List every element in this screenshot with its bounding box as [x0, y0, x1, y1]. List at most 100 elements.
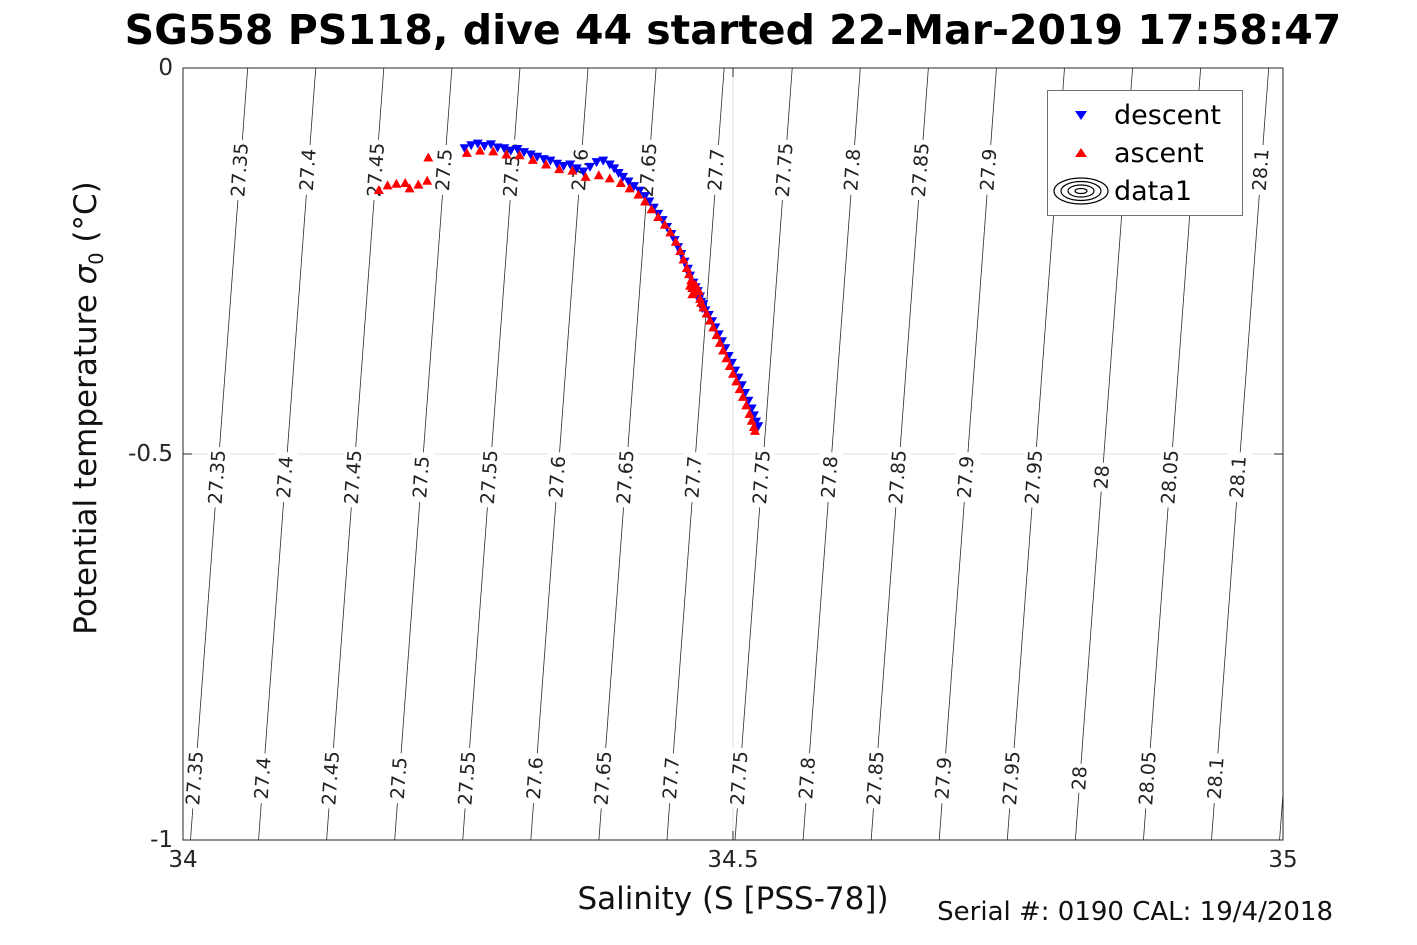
- ascent-point: [633, 189, 644, 199]
- contour-label-text: 27.8: [840, 148, 865, 192]
- contour-label-text: 27.8: [795, 756, 820, 800]
- ascent-point: [640, 196, 650, 206]
- contour-label: 28.1: [1248, 144, 1274, 196]
- legend-label-ascent: ascent: [1114, 137, 1204, 169]
- contour-label-text: 27.65: [591, 750, 617, 806]
- descent-point: [644, 197, 655, 207]
- ascent-point: [580, 171, 591, 181]
- contour-label: 27.35: [204, 446, 231, 509]
- contour-label-gap: [817, 451, 843, 503]
- ascent-point: [659, 219, 670, 229]
- contour-label: 28.05: [1157, 446, 1184, 509]
- contour-label: 28: [1090, 461, 1115, 493]
- contour-label-gap: [658, 752, 685, 804]
- contour-label: 27.55: [476, 446, 503, 509]
- ascent-point: [422, 175, 433, 185]
- contour-label: 27.8: [817, 451, 843, 503]
- descent-point: [545, 156, 556, 166]
- descent-point: [565, 160, 576, 170]
- legend: descent ascent data1: [1047, 90, 1243, 216]
- contour-label-text: 27.85: [908, 142, 934, 198]
- contour-label-gap: [476, 446, 503, 509]
- descent-point: [512, 145, 523, 155]
- contour-label-text: 27.45: [341, 449, 367, 505]
- contour-label: 27.75: [748, 446, 775, 509]
- descent-point: [479, 141, 490, 151]
- contour-label-gap: [250, 752, 276, 804]
- contour-label: 27.4: [272, 451, 299, 503]
- contour-label-text: 27.5: [409, 455, 434, 499]
- contour-label-gap: [363, 138, 390, 201]
- descent-point: [532, 152, 543, 162]
- ascent-point: [698, 302, 709, 312]
- contour-label-text: 27.5: [387, 756, 412, 800]
- ascent-point: [675, 245, 686, 255]
- contour-label: 27.95: [1021, 446, 1048, 509]
- legend-label-descent: descent: [1114, 99, 1221, 131]
- contour-label-text: 27.65: [613, 449, 639, 505]
- descent-point: [519, 148, 529, 158]
- descent-point: [499, 144, 510, 154]
- legend-label-data1: data1: [1114, 175, 1192, 207]
- ascent-point: [690, 279, 701, 289]
- legend-item-data1: data1: [1048, 172, 1242, 210]
- contour-label: 27.55: [454, 747, 481, 810]
- contour-label-text: 27.9: [931, 756, 956, 800]
- descent-point: [623, 177, 634, 187]
- descent-point: [571, 164, 582, 174]
- contour-label-text: 27.7: [659, 756, 684, 800]
- y-tick-label: -1: [150, 827, 173, 853]
- contour-label-gap: [681, 451, 707, 503]
- ascent-point: [527, 154, 538, 164]
- ascent-point: [541, 159, 551, 169]
- triangle-up-icon: [1075, 148, 1087, 157]
- contour-label-gap: [907, 138, 934, 201]
- legend-item-ascent: ascent: [1048, 134, 1242, 172]
- y-tick-label: 0: [158, 55, 173, 81]
- contour-label-text: 27.55: [477, 449, 503, 505]
- contour-label: 27.5: [386, 752, 412, 804]
- contour-label: 27.9: [953, 451, 979, 503]
- contour-label-text: 27.9: [976, 148, 1001, 192]
- contour-label-text: 28.1: [1226, 455, 1251, 499]
- ascent-point: [701, 308, 712, 318]
- ascent-point: [400, 178, 411, 188]
- ascent-point: [382, 180, 393, 190]
- contour-label-text: 28.1: [1204, 756, 1229, 800]
- contour-label: 28: [1067, 763, 1092, 794]
- contour-label-gap: [794, 752, 821, 804]
- contour-label-gap: [884, 446, 912, 509]
- contour-label-text: 27.85: [863, 750, 889, 806]
- chart-title: SG558 PS118, dive 44 started 22-Mar-2019…: [124, 6, 1342, 54]
- y-tick-label: -0.5: [128, 441, 173, 467]
- ascent-point: [501, 149, 512, 159]
- contour-label-gap: [1021, 446, 1048, 509]
- x-tick-label: 34.5: [707, 847, 758, 873]
- ascent-point: [704, 315, 715, 325]
- contour-label: 28.1: [1225, 451, 1252, 503]
- contour-label-text: 28: [1090, 464, 1114, 490]
- x-tick-label: 35: [1268, 847, 1297, 873]
- contour-label: 27.85: [907, 138, 934, 201]
- contour-ellipse: [1053, 177, 1109, 205]
- descent-point: [552, 159, 562, 169]
- contour-label-text: 27.5: [432, 148, 457, 192]
- contour-label-gap: [1090, 461, 1115, 493]
- contour-label-gap: [544, 451, 571, 503]
- contour-label-text: 27.75: [749, 449, 775, 505]
- contour-label-gap: [522, 752, 549, 804]
- contour-label-gap: [318, 747, 345, 810]
- contour-label: 28.1: [1203, 752, 1229, 804]
- contour-label-text: 28: [1068, 765, 1092, 791]
- contour-label: 27.6: [522, 752, 549, 804]
- contour-label-gap: [340, 446, 367, 509]
- contour-label-gap: [998, 747, 1025, 810]
- ascent-point: [554, 164, 565, 174]
- ascent-point: [624, 183, 635, 193]
- contour-label-gap: [840, 144, 866, 196]
- ascent-point: [391, 178, 402, 188]
- contour-label: 28.05: [1134, 747, 1162, 810]
- contour-label-text: 27.4: [296, 148, 321, 192]
- ascent-point: [687, 289, 698, 299]
- contour-label-gap: [204, 446, 231, 509]
